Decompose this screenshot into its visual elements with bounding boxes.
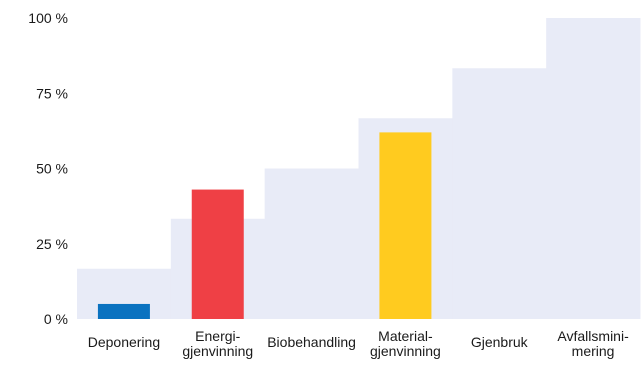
x-category-label: Deponering [88,334,160,350]
bar [97,303,150,319]
background-step [264,168,359,319]
bars [97,132,432,319]
x-axis-categories: Deponering Energi-gjenvinning Biobehandlin… [88,328,629,359]
background-steps [77,18,641,319]
background-step [546,18,641,319]
background-step [452,68,547,319]
bar [379,132,432,319]
y-axis-ticks: 0 % 25 % 50 % 75 % 100 % [28,10,68,327]
y-tick-label: 100 % [28,10,68,26]
x-category-label: Avfallsmini-mering [557,328,629,359]
x-category-label: Biobehandling [267,334,356,350]
y-tick-label: 0 % [44,311,68,327]
x-category-label: Material-gjenvinning [370,328,441,359]
x-category-label: Energi-gjenvinning [182,328,253,359]
bar [191,189,244,319]
x-category-label: Gjenbruk [471,334,529,350]
y-tick-label: 25 % [36,236,68,252]
y-tick-label: 50 % [36,161,68,177]
y-tick-label: 75 % [36,85,68,101]
